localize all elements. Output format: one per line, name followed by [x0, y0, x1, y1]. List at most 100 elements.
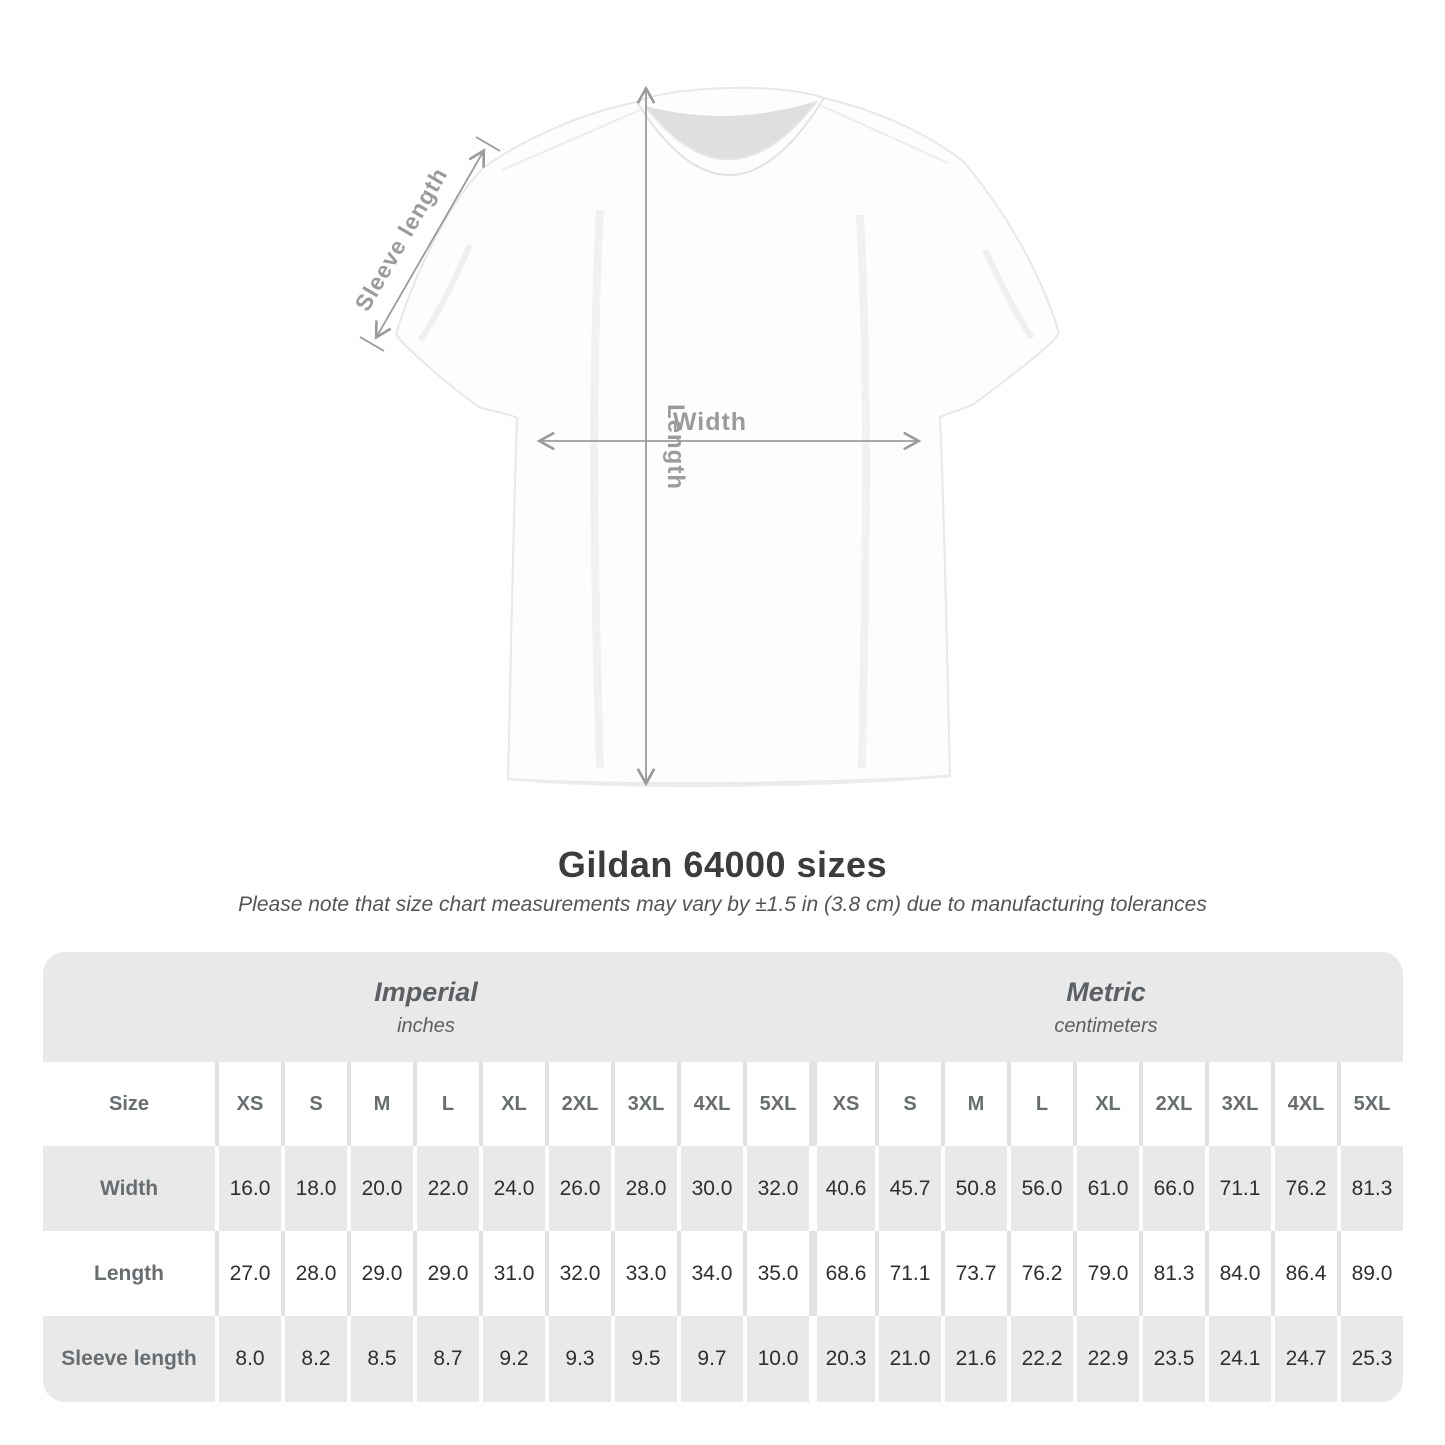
unit-section-header-row: Imperial inches Metric centimeters	[43, 952, 1403, 1062]
row-label-length: Length	[94, 1261, 164, 1285]
cell-length-imperial-s: 28.0	[281, 1231, 347, 1316]
size-header-imperial-xs: XS	[215, 1062, 281, 1146]
size-header-metric-l: L	[1007, 1062, 1073, 1146]
cell-sleeve-length-metric-l: 22.2	[1007, 1316, 1073, 1402]
cell-length-metric-s: 71.1	[875, 1231, 941, 1316]
metric-section-unit: centimeters	[1054, 1014, 1158, 1037]
cell-width-imperial-s: 18.0	[281, 1146, 347, 1231]
cell-length-metric-l: 76.2	[1007, 1231, 1073, 1316]
tshirt-hem-shadow	[509, 774, 949, 787]
cell-width-metric-m: 50.8	[941, 1146, 1007, 1231]
sleeve-length-endcap-top	[475, 136, 501, 152]
cell-length-imperial-xs: 27.0	[215, 1231, 281, 1316]
cell-width-metric-4xl: 76.2	[1271, 1146, 1337, 1231]
width-label: Width	[673, 408, 747, 436]
cell-length-metric-3xl: 84.0	[1205, 1231, 1271, 1316]
sleeve-length-arrow	[374, 148, 486, 340]
size-header-metric-4xl: 4XL	[1271, 1062, 1337, 1146]
imperial-section-label: Imperial	[374, 976, 478, 1007]
size-header-imperial-xl: XL	[479, 1062, 545, 1146]
cell-length-metric-2xl: 81.3	[1139, 1231, 1205, 1316]
cell-length-imperial-xl: 31.0	[479, 1231, 545, 1316]
cell-width-metric-l: 56.0	[1007, 1146, 1073, 1231]
cell-sleeve-length-metric-4xl: 24.7	[1271, 1316, 1337, 1402]
cell-length-imperial-5xl: 35.0	[743, 1231, 809, 1316]
cell-sleeve-length-imperial-5xl: 10.0	[743, 1316, 809, 1402]
cell-length-imperial-4xl: 34.0	[677, 1231, 743, 1316]
cell-sleeve-length-imperial-2xl: 9.3	[545, 1316, 611, 1402]
cell-length-metric-m: 73.7	[941, 1231, 1007, 1316]
cell-sleeve-length-imperial-m: 8.5	[347, 1316, 413, 1402]
tshirt-collar-inner-seam	[644, 100, 818, 161]
metric-section-header: Metric centimeters	[809, 952, 1403, 1062]
cell-sleeve-length-metric-5xl: 25.3	[1337, 1316, 1403, 1402]
cell-width-imperial-2xl: 26.0	[545, 1146, 611, 1231]
cell-width-imperial-xs: 16.0	[215, 1146, 281, 1231]
size-header-imperial-3xl: 3XL	[611, 1062, 677, 1146]
cell-sleeve-length-metric-xs: 20.3	[809, 1316, 875, 1402]
cell-sleeve-length-metric-3xl: 24.1	[1205, 1316, 1271, 1402]
cell-length-imperial-l: 29.0	[413, 1231, 479, 1316]
cell-length-metric-5xl: 89.0	[1337, 1231, 1403, 1316]
cell-width-metric-5xl: 81.3	[1337, 1146, 1403, 1231]
imperial-section-unit: inches	[397, 1014, 455, 1037]
cell-width-metric-xl: 61.0	[1073, 1146, 1139, 1231]
size-header-metric-m: M	[941, 1062, 1007, 1146]
tshirt-shoulder-seam-right	[819, 104, 949, 164]
tshirt-measurement-diagram: Length Width Sleeve length	[349, 85, 1061, 787]
size-header-imperial-4xl: 4XL	[677, 1062, 743, 1146]
cell-length-metric-4xl: 86.4	[1271, 1231, 1337, 1316]
tshirt-collar	[636, 97, 825, 176]
size-header-imperial-5xl: 5XL	[743, 1062, 809, 1146]
cell-sleeve-length-metric-m: 21.6	[941, 1316, 1007, 1402]
row-label-sleeve-length: Sleeve length	[43, 1316, 215, 1402]
size-header-metric-s: S	[875, 1062, 941, 1146]
cell-width-imperial-4xl: 30.0	[677, 1146, 743, 1231]
size-header-imperial-2xl: 2XL	[545, 1062, 611, 1146]
size-tolerance-note: Please note that size chart measurements…	[238, 893, 1207, 916]
cell-width-metric-s: 45.7	[875, 1146, 941, 1231]
cell-sleeve-length-imperial-xl: 9.2	[479, 1316, 545, 1402]
cell-width-imperial-xl: 24.0	[479, 1146, 545, 1231]
size-header-imperial-l: L	[413, 1062, 479, 1146]
cell-sleeve-length-imperial-4xl: 9.7	[677, 1316, 743, 1402]
imperial-section-header: Imperial inches	[43, 952, 809, 1062]
size-header-metric-3xl: 3XL	[1205, 1062, 1271, 1146]
cell-width-metric-xs: 40.6	[809, 1146, 875, 1231]
size-column-header: Size	[108, 1092, 150, 1115]
size-header-imperial-s: S	[281, 1062, 347, 1146]
size-header-metric-5xl: 5XL	[1337, 1062, 1403, 1146]
size-header-metric-xl: XL	[1073, 1062, 1139, 1146]
tshirt-shoulder-seam-left	[501, 109, 641, 171]
size-header-imperial-m: M	[347, 1062, 413, 1146]
size-header-metric-xs: XS	[809, 1062, 875, 1146]
cell-width-imperial-l: 22.0	[413, 1146, 479, 1231]
cell-sleeve-length-imperial-3xl: 9.5	[611, 1316, 677, 1402]
cell-length-imperial-2xl: 32.0	[545, 1231, 611, 1316]
tshirt-fold	[982, 248, 1035, 340]
tshirt-fold	[856, 214, 870, 769]
cell-sleeve-length-metric-2xl: 23.5	[1139, 1316, 1205, 1402]
cell-width-imperial-3xl: 28.0	[611, 1146, 677, 1231]
cell-length-metric-xs: 68.6	[809, 1231, 875, 1316]
row-label-width: Width	[43, 1146, 215, 1231]
cell-length-imperial-3xl: 33.0	[611, 1231, 677, 1316]
cell-sleeve-length-imperial-xs: 8.0	[215, 1316, 281, 1402]
size-table: Imperial inches Metric centimeters Size X…	[43, 952, 1403, 1402]
size-header-metric-2xl: 2XL	[1139, 1062, 1205, 1146]
cell-length-imperial-m: 29.0	[347, 1231, 413, 1316]
tshirt-fold	[590, 209, 604, 769]
cell-width-imperial-m: 20.0	[347, 1146, 413, 1231]
cell-sleeve-length-imperial-l: 8.7	[413, 1316, 479, 1402]
cell-sleeve-length-metric-s: 21.0	[875, 1316, 941, 1402]
metric-section-label: Metric	[1066, 976, 1146, 1007]
page-title: Gildan 64000 sizes	[557, 844, 888, 885]
sleeve-length-endcap-bottom	[359, 336, 385, 352]
cell-width-imperial-5xl: 32.0	[743, 1146, 809, 1231]
tshirt-neck-opening	[645, 101, 817, 160]
cell-width-metric-2xl: 66.0	[1139, 1146, 1205, 1231]
cell-sleeve-length-metric-xl: 22.9	[1073, 1316, 1139, 1402]
cell-width-metric-3xl: 71.1	[1205, 1146, 1271, 1231]
cell-length-metric-xl: 79.0	[1073, 1231, 1139, 1316]
